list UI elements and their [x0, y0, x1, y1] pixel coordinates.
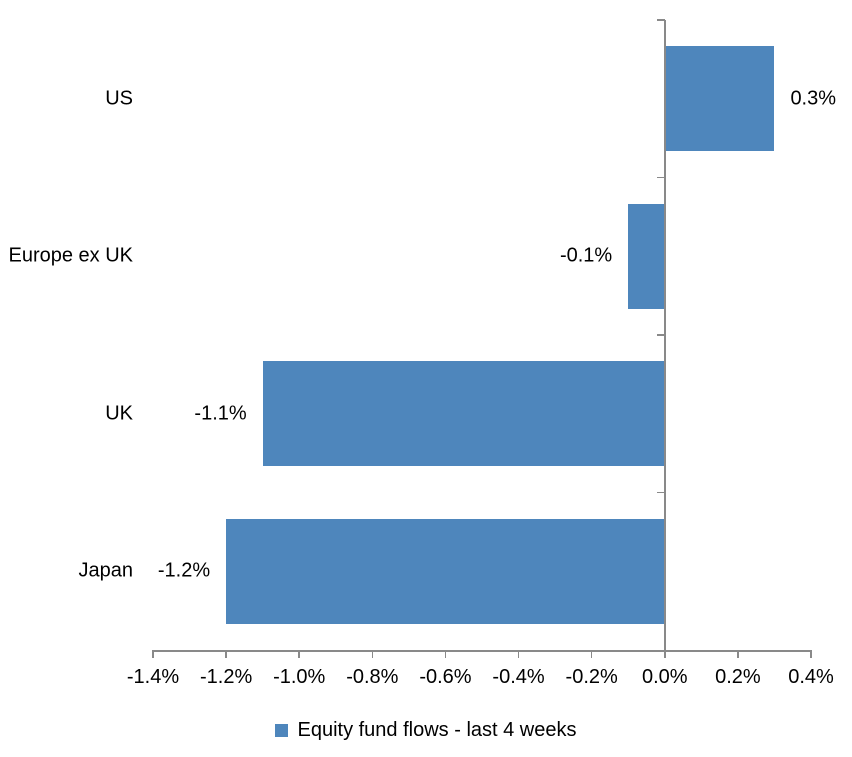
x-tick-label: -1.4% — [126, 666, 180, 688]
x-tick-label: -1.0% — [273, 666, 326, 688]
x-tick-label: -0.6% — [419, 666, 472, 688]
bar-us — [664, 46, 775, 152]
x-axis-tick — [810, 650, 812, 658]
y-axis-tick — [656, 491, 665, 494]
legend: Equity fund flows - last 4 weeks — [0, 718, 852, 742]
x-axis-tick — [371, 650, 374, 658]
bar-data-label: 0.3% — [790, 87, 837, 110]
x-tick-label: -0.2% — [565, 666, 618, 688]
x-axis-tick — [517, 650, 520, 658]
bar-japan — [226, 518, 665, 624]
x-axis-tick — [737, 650, 739, 658]
category-label: US — [105, 87, 133, 110]
x-tick-label: 0.4% — [788, 666, 834, 688]
x-tick-label: -0.8% — [346, 666, 399, 688]
x-axis-tick — [152, 650, 154, 658]
bar-data-label: -1.2% — [157, 559, 211, 582]
bar-uk — [262, 361, 665, 467]
x-axis-line — [153, 650, 811, 652]
x-axis-tick — [664, 650, 666, 658]
x-axis-tick — [444, 650, 447, 658]
category-label: Japan — [78, 559, 134, 582]
legend-swatch-icon — [275, 723, 289, 737]
bar-europe-ex-uk — [628, 203, 665, 309]
bar-data-label: -0.1% — [559, 244, 613, 267]
x-tick-label: -0.4% — [492, 666, 545, 688]
category-label: Europe ex UK — [8, 244, 133, 267]
bar-data-label: -1.1% — [194, 402, 247, 425]
x-tick-label: 0.2% — [715, 666, 761, 688]
category-label: UK — [105, 402, 133, 425]
legend-label: Equity fund flows - last 4 weeks — [297, 719, 577, 741]
x-axis-tick — [225, 650, 227, 658]
x-tick-label: -1.2% — [199, 666, 253, 688]
x-axis-tick — [298, 650, 300, 658]
y-axis-tick — [656, 19, 665, 21]
x-tick-label: 0.0% — [641, 666, 688, 688]
x-axis-tick — [590, 650, 593, 658]
y-axis-tick — [656, 176, 665, 179]
y-axis-line — [664, 20, 666, 650]
y-axis-tick — [656, 334, 665, 336]
